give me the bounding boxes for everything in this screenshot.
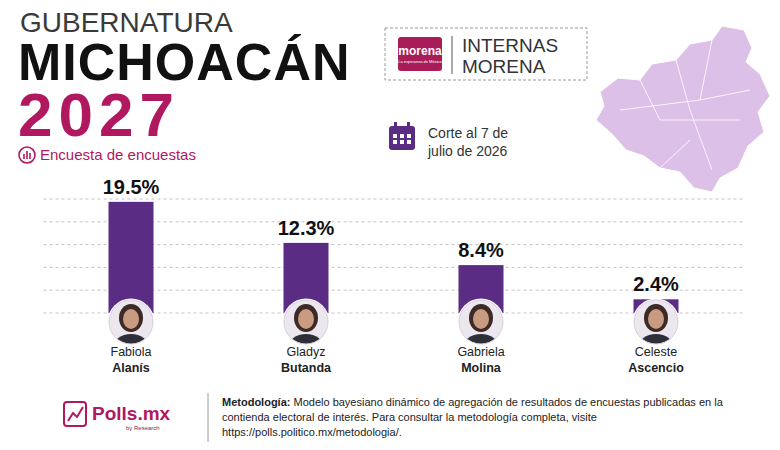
portrait-hair xyxy=(644,304,668,332)
portrait-face xyxy=(298,309,314,329)
first-name: Celeste xyxy=(635,345,677,359)
survey-icon-bar xyxy=(26,151,28,159)
methodology: https://polls.politico.mx/metodologia/. xyxy=(222,426,402,438)
data-label: 2.4% xyxy=(633,273,679,295)
calendar-ring xyxy=(394,122,397,129)
brand-icon-line xyxy=(68,407,83,421)
methodology-text: https://polls.politico.mx/metodologia/. xyxy=(222,426,402,438)
cutoff: julio de 2026 xyxy=(427,143,508,159)
map-border xyxy=(700,40,712,100)
infographic: GUBERNATURAMICHOACÁN2027Encuesta de encu… xyxy=(0,0,780,450)
footer-divider xyxy=(208,393,209,442)
badge-title: INTERNAS xyxy=(462,35,558,56)
portrait-edge xyxy=(459,300,503,344)
last-name: Alanís xyxy=(112,361,150,375)
badge-frame xyxy=(385,28,587,80)
portrait-edge xyxy=(109,300,153,344)
survey-icon-ring xyxy=(19,147,35,163)
bars xyxy=(109,202,679,313)
portrait xyxy=(458,299,505,363)
year: 2027 xyxy=(18,80,180,149)
data-label: 19.5% xyxy=(103,176,160,198)
calendar-cell xyxy=(393,134,397,138)
cutoff: Corte al 7 de xyxy=(428,125,508,141)
calendar-icon xyxy=(389,122,415,150)
methodology-text: contienda electoral de interés. Para con… xyxy=(222,411,597,423)
first-name: Gabriela xyxy=(457,345,504,359)
map-border xyxy=(660,140,690,168)
survey-icon-bar xyxy=(23,154,25,159)
methodology: contienda electoral de interés. Para con… xyxy=(222,411,597,423)
portrait-edge xyxy=(284,300,328,344)
map-border xyxy=(640,80,660,120)
survey-icon xyxy=(19,147,35,163)
portrait xyxy=(283,299,330,363)
category-label: Fabiola Alanís xyxy=(111,345,152,375)
portrait xyxy=(633,299,680,363)
map-border xyxy=(620,100,700,110)
portrait-hair xyxy=(469,304,493,332)
first-name: Fabiola xyxy=(111,345,152,359)
calendar-cell xyxy=(400,140,404,144)
badge-logo-tagline: La esperanza de México xyxy=(398,59,442,64)
brand-icon xyxy=(64,402,86,426)
data-label: 8.4% xyxy=(458,239,504,261)
category-label: Celeste Ascencio xyxy=(628,345,684,375)
methodology-text: Modelo bayesiano dinámico de agregación … xyxy=(290,396,723,408)
last-name: Ascencio xyxy=(628,361,684,375)
background xyxy=(0,0,780,450)
data-label: 12.3% xyxy=(278,217,335,239)
portrait-edge xyxy=(634,300,678,344)
portrait-hair xyxy=(119,304,143,332)
brand: Polls.mx xyxy=(92,403,171,424)
grid-line xyxy=(44,199,744,200)
map-border xyxy=(700,90,750,100)
calendar-body xyxy=(389,126,415,150)
methodology: Metodología: Modelo bayesiano dinámico d… xyxy=(222,396,724,408)
calendar-cell xyxy=(393,140,397,144)
brand-icon-frame xyxy=(64,402,86,426)
badge-logo-text: morena xyxy=(398,44,442,58)
state-map xyxy=(596,26,770,192)
portrait-face xyxy=(473,309,489,329)
calendar-ring xyxy=(407,122,410,129)
subtitle: Encuesta de encuestas xyxy=(40,146,196,163)
bar xyxy=(109,202,154,313)
labels: 19.5% Fabiola Alanís 12.3% Gladyz Butanda 8.4%… xyxy=(103,176,685,375)
portrait-face xyxy=(123,309,139,329)
map-border xyxy=(690,110,712,170)
calendar-cell xyxy=(407,140,411,144)
brand-tagline: by Research xyxy=(126,425,160,431)
survey-icon-bar xyxy=(29,153,31,159)
last-name: Molina xyxy=(461,361,502,375)
badge-logo xyxy=(398,37,442,71)
last-name: Butanda xyxy=(281,361,332,375)
portrait-hair xyxy=(294,304,318,332)
badge-title: MORENA xyxy=(462,56,546,77)
portrait-face xyxy=(648,309,664,329)
map-border xyxy=(660,120,740,121)
first-name: Gladyz xyxy=(287,345,326,359)
methodology-label: Metodología: xyxy=(222,396,290,408)
calendar-cell xyxy=(407,134,411,138)
badge-divider xyxy=(452,36,453,74)
calendar-cell xyxy=(400,134,404,138)
category-label: Gladyz Butanda xyxy=(281,345,332,375)
category-label: Gabriela Molina xyxy=(457,345,504,375)
portrait xyxy=(108,299,155,363)
